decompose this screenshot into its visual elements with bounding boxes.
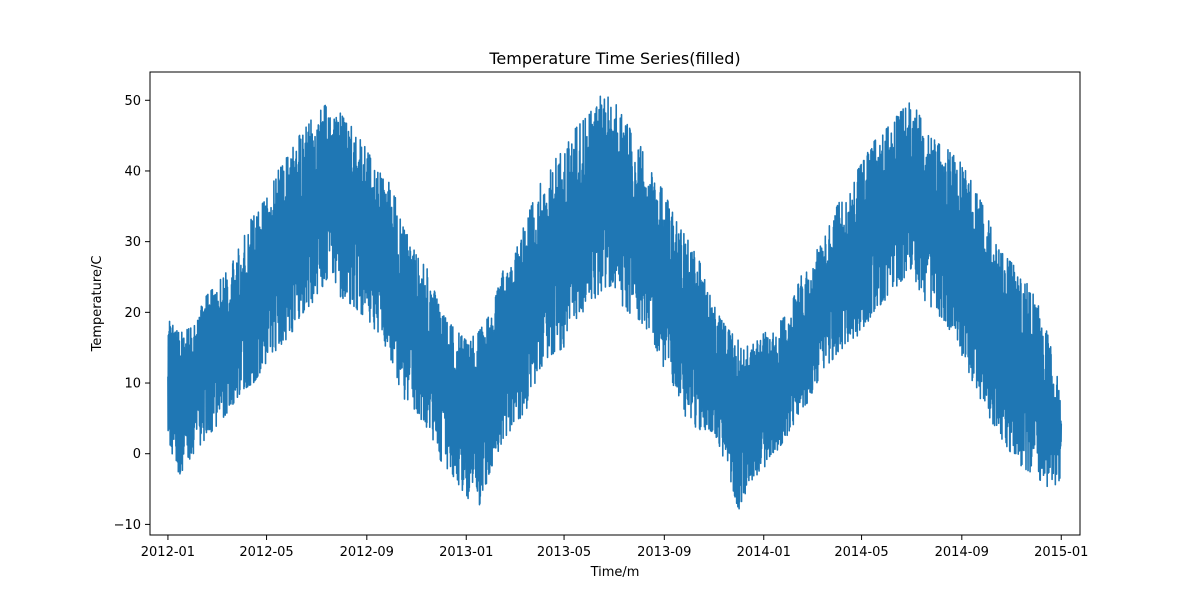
plot-lines [167,95,1063,510]
y-axis-title: Temperature/C [90,256,105,353]
y-tick-label: 30 [124,235,141,250]
y-tick-label: −10 [114,518,141,533]
y-tick-label: 40 [124,164,141,179]
plot-frame [149,71,1081,536]
y-axis: −10 0 10 20 30 40 50 [114,94,150,533]
x-tick-label: 2014-01 [737,545,791,560]
x-axis: 2012-01 2012-05 2012-09 2013-01 2013-05 2013-… [141,535,1088,560]
x-tick-label: 2014-05 [834,545,888,560]
chart-title: Temperature Time Series(filled) [488,49,740,68]
y-tick-label: 20 [124,306,141,321]
x-tick-label: 2013-09 [637,545,691,560]
x-tick-label: 2012-05 [239,545,293,560]
x-tick-label: 2013-05 [537,545,591,560]
x-tick-label: 2014-09 [935,545,989,560]
series-line [167,95,1063,510]
x-tick-label: 2012-01 [141,545,195,560]
x-axis-title: Time/m [590,565,640,580]
x-tick-label: 2013-01 [439,545,493,560]
x-tick-label: 2015-01 [1034,545,1088,560]
y-tick-label: 10 [124,377,141,392]
y-tick-label: 0 [133,447,141,462]
y-tick-label: 50 [124,94,141,109]
x-tick-label: 2012-09 [340,545,394,560]
